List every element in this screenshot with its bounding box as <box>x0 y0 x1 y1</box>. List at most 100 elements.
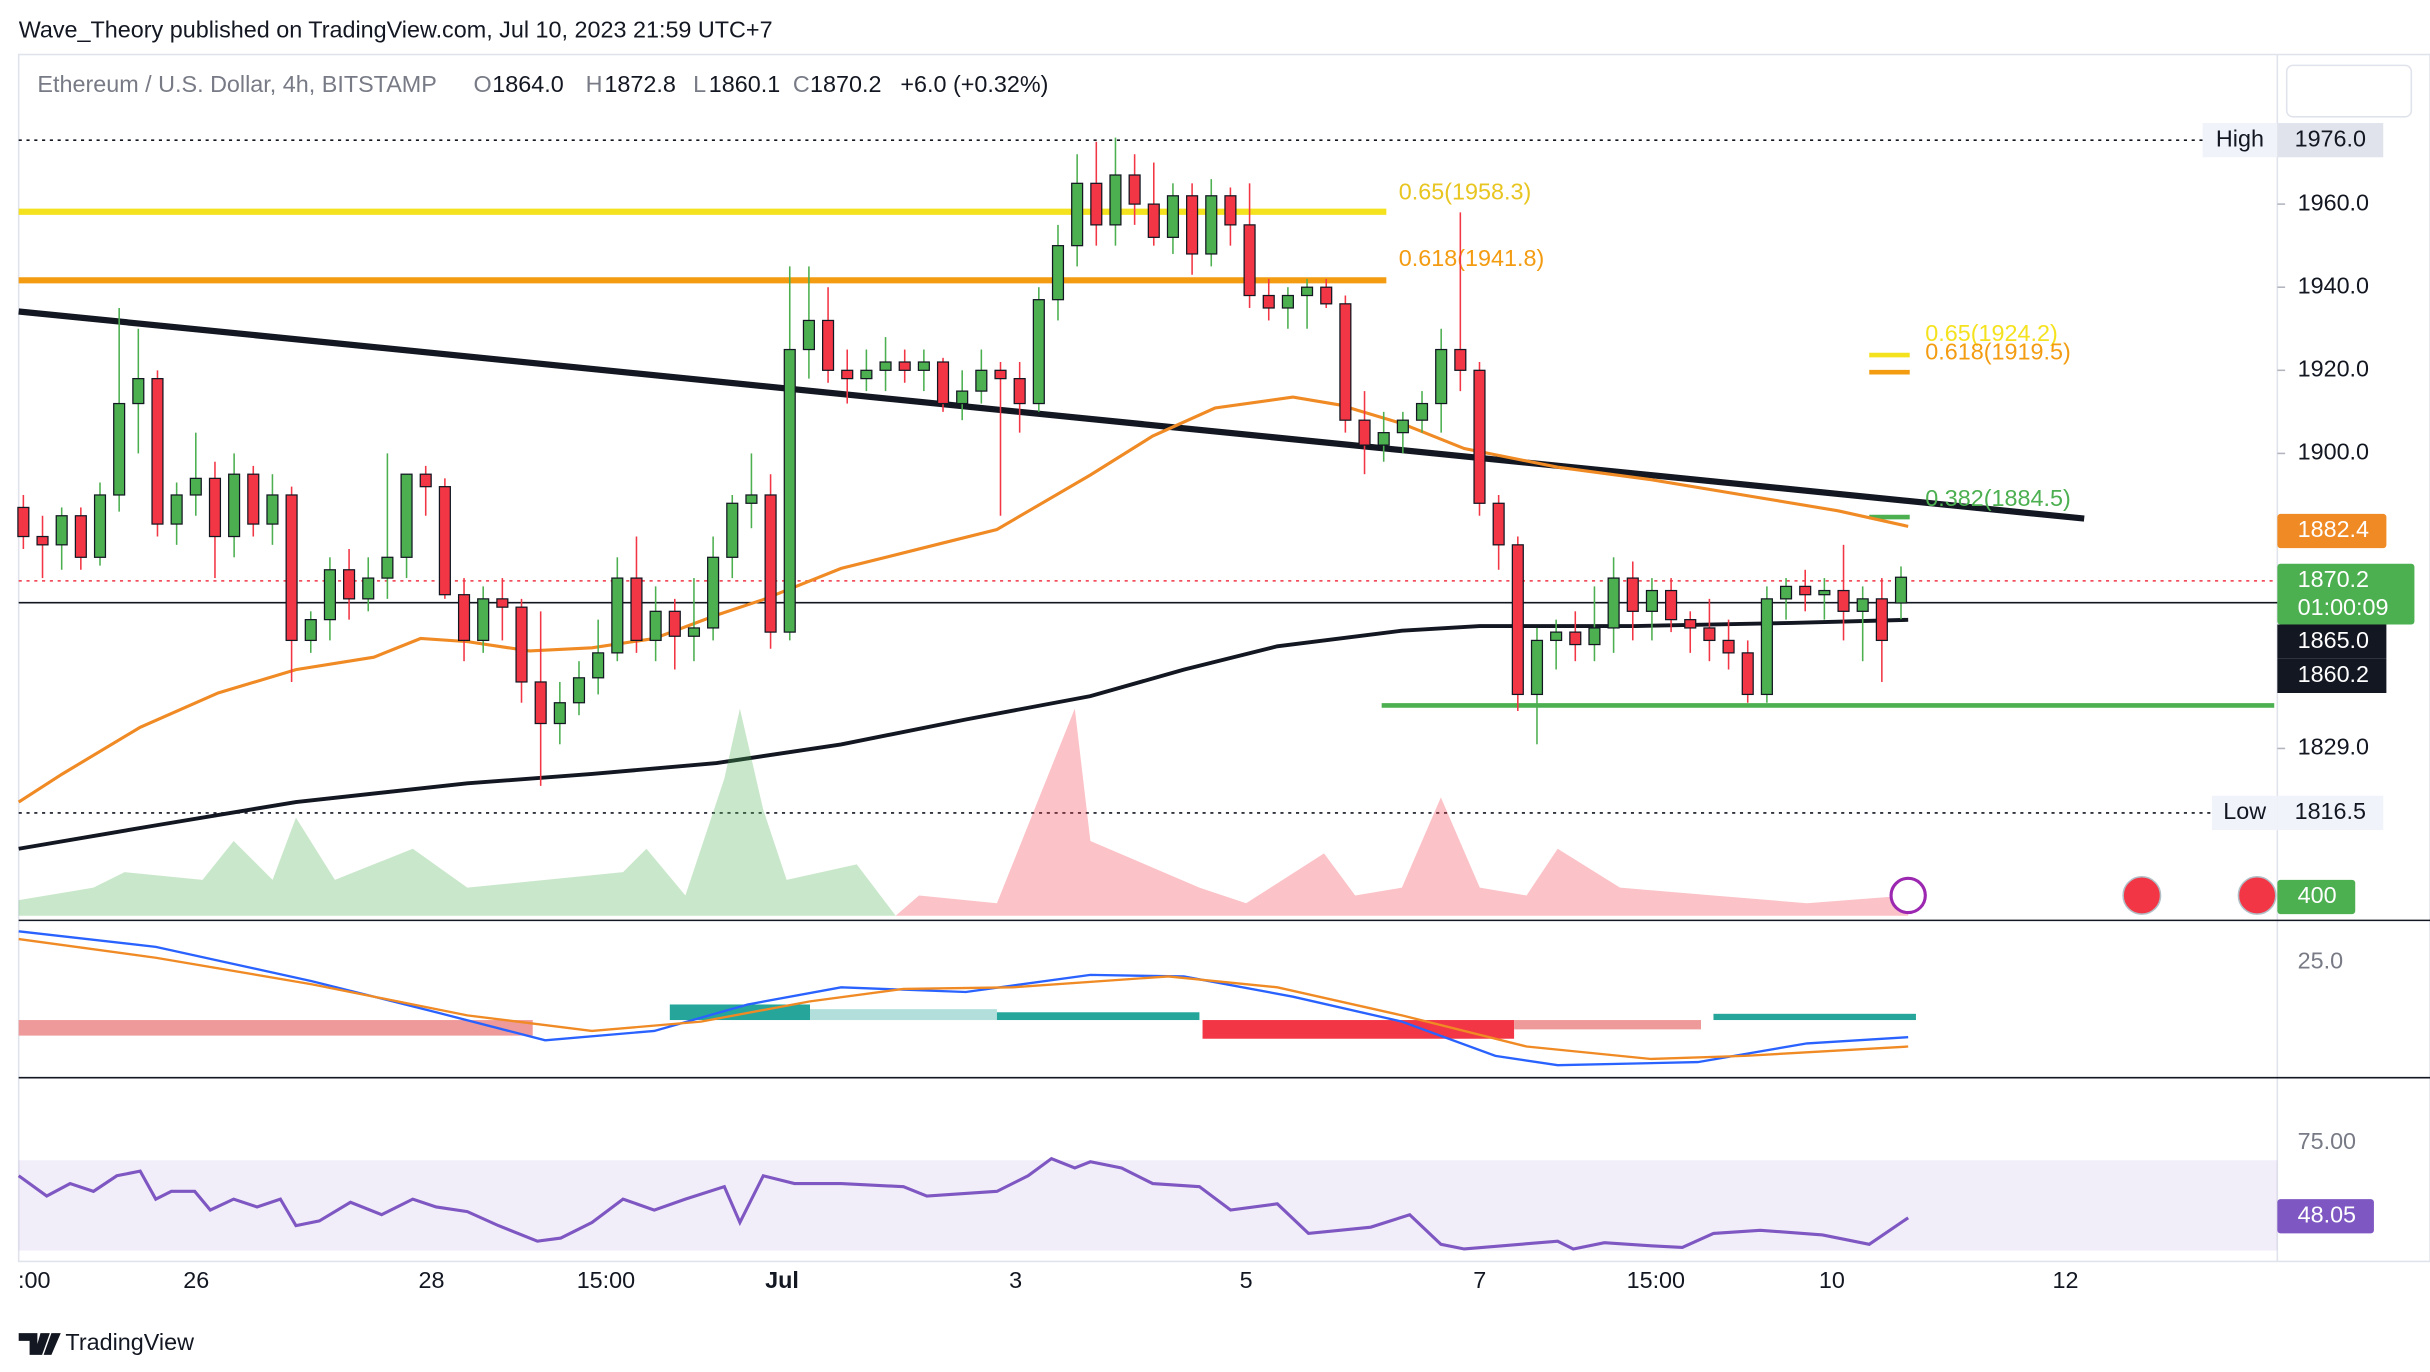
macd-tick-label: 25.0 <box>2298 948 2343 974</box>
candle-body <box>1875 598 1888 642</box>
candle-body <box>1645 589 1659 612</box>
candle-body <box>553 702 566 725</box>
candle-body <box>1569 631 1582 646</box>
rsi-tick-label: 75.00 <box>2298 1128 2356 1154</box>
candle-body <box>381 556 394 579</box>
candle-body <box>611 577 624 654</box>
fib-label: 0.618(1941.8) <box>1399 245 1544 271</box>
line-badge <box>2277 658 2387 694</box>
sma-line <box>18 617 1909 851</box>
candle-body <box>1665 589 1678 621</box>
candle-body <box>1856 598 1869 612</box>
high-tag-label: High <box>2216 125 2264 151</box>
x-tick-label: 26 <box>183 1267 209 1293</box>
volume-badge-label: 400 <box>2298 882 2337 908</box>
candle-body <box>132 378 145 405</box>
candle-body <box>534 681 547 725</box>
candle-body <box>304 619 317 642</box>
low-value: 1860.1 <box>709 71 780 97</box>
candle-body <box>323 569 336 621</box>
candle-body <box>687 627 701 637</box>
candle-body <box>1281 294 1294 309</box>
fib-label: 0.382(1884.5) <box>1925 485 2070 511</box>
x-tick-label: 5 <box>1240 1267 1253 1293</box>
candle-body <box>1415 402 1429 421</box>
candle-body <box>1530 639 1544 696</box>
high-label: H <box>586 71 603 97</box>
toolbar-button[interactable] <box>2285 64 2413 118</box>
ema-line <box>17 395 1909 804</box>
candle-body <box>1703 627 1716 642</box>
low-label: L <box>693 71 706 97</box>
candle-body <box>1320 286 1333 305</box>
candle-body <box>1684 619 1697 629</box>
high-badge <box>2277 123 2384 158</box>
fib-label: 0.618(1919.5) <box>1925 339 2070 365</box>
candle-body <box>592 652 605 679</box>
candle-body <box>1109 174 1122 226</box>
candle-body <box>266 494 279 525</box>
rsi-badge <box>2277 1199 2374 1234</box>
close-label: C <box>793 71 810 97</box>
candle-body <box>189 477 202 496</box>
candle-body <box>802 319 815 351</box>
candle-body <box>860 369 873 380</box>
candle-body <box>1358 419 1371 446</box>
candle-body <box>515 606 528 683</box>
change-value: +6.0 (+0.32%) <box>900 71 1048 97</box>
x-tick-label: 15:00 <box>1627 1267 1685 1293</box>
candle-body <box>1722 639 1735 654</box>
candle-body <box>1205 195 1218 255</box>
candle-body <box>1779 585 1793 600</box>
candle-body <box>247 473 260 525</box>
rsi-badge-label: 48.05 <box>2298 1201 2356 1227</box>
candle-body <box>113 402 126 496</box>
low-badge-label: 1816.5 <box>2295 798 2366 824</box>
candle-body <box>362 577 375 600</box>
candle-body <box>841 369 854 380</box>
candle-body <box>151 378 164 525</box>
candle-body <box>1511 544 1524 696</box>
x-tick-label: 7 <box>1473 1267 1486 1293</box>
candle-body <box>707 556 720 629</box>
candle-body <box>1492 502 1505 546</box>
high-value: 1872.8 <box>604 71 675 97</box>
candle-body <box>572 677 586 704</box>
x-tick-label: 3 <box>1009 1267 1022 1293</box>
candle-body <box>1262 294 1275 309</box>
candle-body <box>1186 195 1199 255</box>
x-tick-label: 12 <box>2053 1267 2079 1293</box>
last-price-label: 1870.2 <box>2298 566 2369 592</box>
candle-body <box>170 494 183 525</box>
candle-body <box>1396 419 1409 434</box>
candle-body <box>1473 369 1486 504</box>
candle-body <box>821 319 835 371</box>
event-icon[interactable] <box>2122 875 2162 915</box>
signal-line <box>18 937 1909 1061</box>
event-icon[interactable] <box>1889 876 1927 915</box>
candle-body <box>668 610 681 637</box>
publisher: Wave_Theory published on TradingView.com… <box>19 16 773 42</box>
candle-body <box>74 515 87 558</box>
ema-badge-label: 1882.4 <box>2298 516 2369 542</box>
candle-body <box>1626 577 1639 612</box>
candle-body <box>1147 203 1160 238</box>
volume-badge <box>2277 879 2356 915</box>
candle-body <box>285 494 298 642</box>
candle-body <box>994 369 1007 380</box>
open-value: 1864.0 <box>492 71 563 97</box>
fib-label: 0.65(1924.2) <box>1925 320 2057 346</box>
x-tick-label: 10 <box>1819 1267 1845 1293</box>
candle-body <box>1377 432 1390 446</box>
x-tick-label: Jul <box>765 1267 799 1293</box>
y-tick-label: 1960.0 <box>2298 189 2369 215</box>
candle-body <box>477 598 490 642</box>
volume-area <box>18 708 896 916</box>
candle-body <box>764 494 777 633</box>
brand-name: TradingView <box>65 1329 194 1355</box>
candle-body <box>649 610 662 642</box>
event-icon[interactable] <box>2237 875 2277 915</box>
candle-body <box>1454 348 1467 371</box>
candle-body <box>1607 577 1620 629</box>
